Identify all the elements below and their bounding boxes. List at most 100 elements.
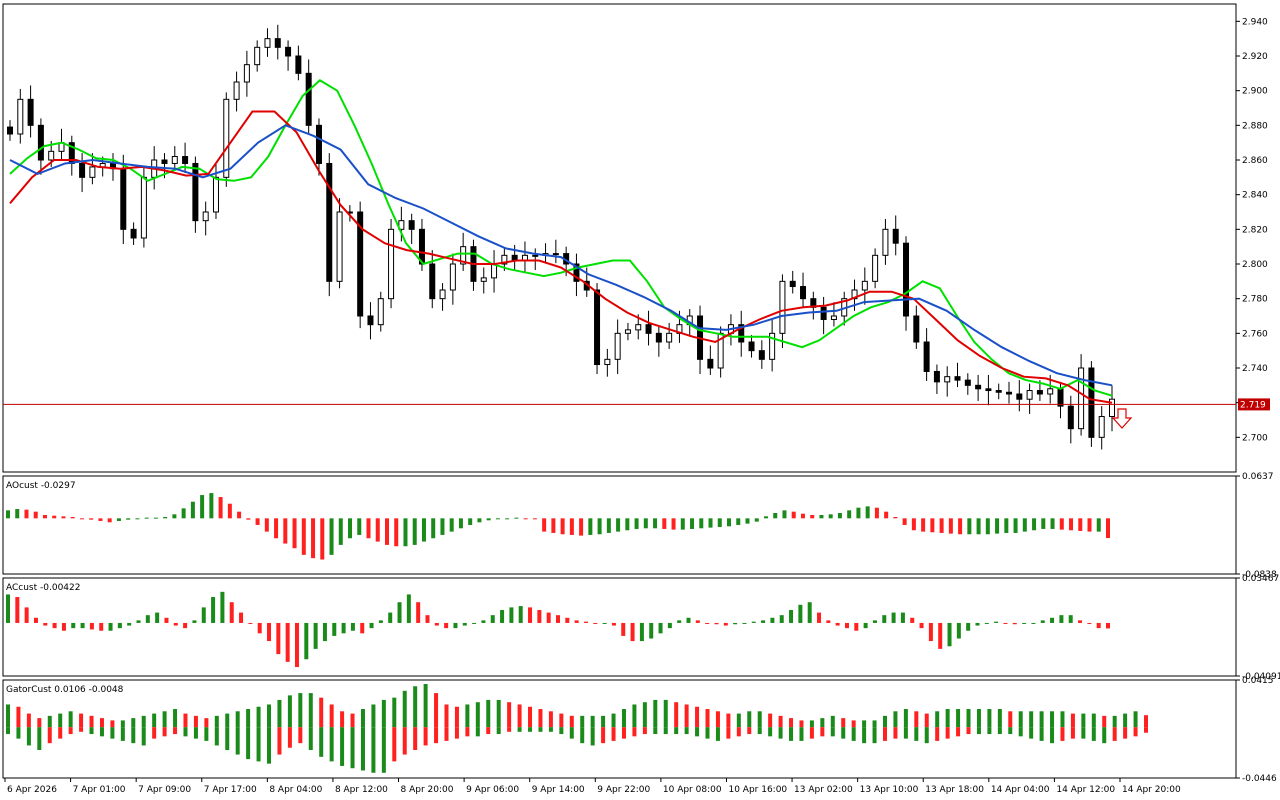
gator-lower-bar	[496, 727, 501, 735]
gator-lower-bar	[183, 727, 188, 737]
ac-bar	[798, 604, 803, 623]
current-price-label: 2.719	[1240, 400, 1266, 410]
ao-bar	[126, 518, 131, 520]
ao-bar	[523, 518, 528, 520]
ao-indicator-pane[interactable]: 0.0637 -0.0838	[2, 472, 1277, 580]
bear-candle	[357, 211, 364, 317]
gator-lower-bar	[204, 727, 209, 741]
ao-bar	[671, 518, 676, 530]
ac-bar	[136, 620, 141, 623]
bull-candle	[872, 254, 879, 282]
gator-upper-bar	[956, 709, 961, 728]
gator-lower-bar	[715, 727, 720, 741]
ao-bar	[717, 518, 722, 527]
ao-bar	[172, 514, 177, 519]
ac-bar	[677, 620, 682, 623]
ac-bar	[714, 622, 719, 625]
gator-lower-bar	[653, 727, 658, 735]
ac-bar	[994, 621, 999, 623]
gator-upper-bar	[653, 699, 658, 728]
bull-candle	[89, 166, 96, 178]
ac-bar	[24, 607, 29, 623]
ao-bar	[421, 518, 426, 542]
gator-lower-bar	[267, 727, 272, 764]
ao-bar	[699, 518, 704, 529]
price-pane[interactable]: 2.940 2.920 2.900 2.880 2.860 2.840 2.820 2.800…	[2, 3, 1270, 473]
bull-candle	[48, 150, 55, 161]
ao-bar	[292, 518, 297, 549]
bear-candle	[7, 126, 13, 135]
ao-bar	[819, 515, 824, 519]
time-label: 9 Apr 22:00	[597, 785, 650, 795]
gator-upper-bar	[319, 697, 324, 728]
bear-candle	[707, 358, 714, 369]
gator-upper-bar	[444, 704, 449, 728]
gator-lower-bar	[882, 727, 887, 741]
gator-lower-bar	[37, 727, 42, 750]
gator-upper-bar	[475, 702, 480, 728]
gator-upper-bar	[454, 706, 459, 728]
bear-candle	[408, 220, 415, 230]
gator-indicator-pane[interactable]: 0.0415 -0.0446	[2, 676, 1277, 784]
ao-bar	[98, 518, 103, 521]
gator-lower-bar	[475, 727, 480, 737]
bull-candle	[614, 332, 621, 360]
ac-indicator-pane[interactable]: 0.03467 -0.04091	[2, 574, 1280, 682]
ac-bar	[490, 615, 495, 623]
bear-candle	[79, 162, 86, 178]
bull-candle	[336, 211, 343, 282]
gator-upper-bar	[287, 695, 292, 728]
price-axis-tick-label: 2.940	[1242, 17, 1268, 27]
gator-lower-bar	[162, 727, 167, 737]
ac-bar	[742, 622, 747, 624]
ao-bar	[967, 518, 972, 535]
bear-candle	[933, 370, 940, 383]
gator-lower-bar	[1081, 727, 1086, 739]
ac-bar	[201, 607, 206, 623]
ao-bar	[579, 518, 584, 536]
ao-bar	[440, 518, 445, 535]
gator-upper-bar	[841, 718, 846, 728]
gator-upper-bar	[340, 711, 345, 728]
gator-upper-bar	[1112, 715, 1117, 728]
ac-bar	[826, 620, 831, 623]
gator-upper-bar	[809, 720, 814, 728]
bull-candle	[1078, 367, 1085, 430]
ac-bar	[1096, 622, 1101, 629]
ao-bar	[736, 518, 741, 525]
ac-bar	[574, 620, 579, 623]
ac-bar	[369, 622, 374, 629]
gator-upper-bar	[674, 702, 679, 728]
bear-candle	[995, 390, 1002, 393]
gator-lower-bar	[768, 727, 773, 737]
time-label: 10 Apr 16:00	[728, 785, 787, 795]
gator-lower-bar	[329, 727, 334, 762]
ac-bar	[686, 617, 691, 623]
bear-candle	[1057, 388, 1064, 407]
ao-bar	[597, 518, 602, 535]
gator-upper-bar	[308, 693, 313, 728]
gator-upper-bar	[559, 713, 564, 728]
bear-candle	[27, 98, 34, 126]
gator-lower-bar	[799, 727, 804, 741]
gator-lower-bar	[454, 727, 459, 739]
ac-bar	[1040, 620, 1045, 623]
gator-upper-bar	[914, 711, 919, 728]
bear-candle	[1067, 405, 1074, 430]
gator-upper-bar	[58, 713, 63, 728]
gator-lower-bar	[517, 727, 522, 732]
price-axis-tick-label: 2.760	[1242, 329, 1268, 339]
ac-bar	[15, 597, 20, 623]
ao-bar	[588, 518, 593, 535]
bear-candle	[295, 55, 302, 74]
ac-bar	[155, 612, 160, 623]
gator-upper-bar	[820, 718, 825, 728]
ao-bar	[606, 518, 611, 533]
ac-bar	[500, 609, 505, 623]
ao-bar	[985, 518, 990, 535]
gator-lower-bar	[225, 727, 230, 750]
gator-upper-bar	[830, 715, 835, 728]
gator-lower-bar	[663, 727, 668, 735]
gator-lower-bar	[997, 727, 1002, 735]
